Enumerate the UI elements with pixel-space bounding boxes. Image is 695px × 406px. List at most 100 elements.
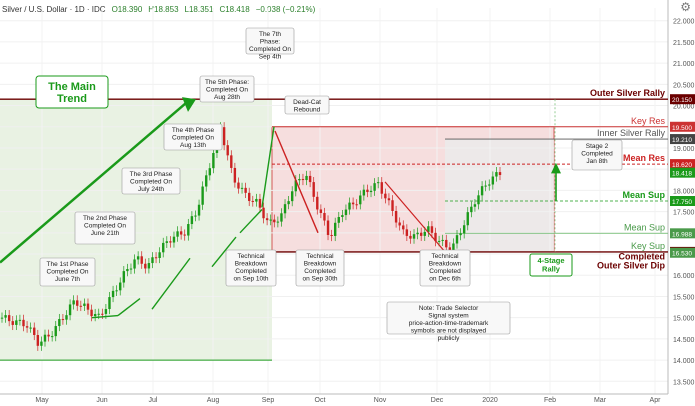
candle-body bbox=[255, 198, 258, 202]
phase4-annotation-line: The 4th Phase bbox=[172, 127, 215, 134]
x-tick-label: 2020 bbox=[482, 397, 498, 404]
candle-body bbox=[172, 236, 176, 243]
candle-body bbox=[97, 313, 100, 315]
phase1-annotation-line: Completed On bbox=[47, 269, 89, 276]
candle-body bbox=[477, 195, 480, 205]
x-tick-label: Jul bbox=[149, 397, 158, 404]
phase-arrow bbox=[211, 236, 237, 268]
candle-body bbox=[86, 303, 90, 310]
phase2-annotation-line: June 21th bbox=[91, 230, 120, 237]
candle-body bbox=[162, 242, 165, 253]
candle-body bbox=[495, 172, 498, 177]
candle-body bbox=[68, 304, 72, 316]
y-tick-label: 14.000 bbox=[673, 358, 695, 365]
candle-body bbox=[111, 290, 115, 298]
candle-body bbox=[341, 215, 344, 218]
phase2-annotation-line: Completed On bbox=[84, 223, 126, 230]
phase5-annotation-line: The 5th Phase: bbox=[205, 79, 249, 86]
mean-sup2-label: Mean Sup bbox=[624, 222, 665, 232]
candle-body bbox=[179, 231, 183, 235]
tb2-annotation-line: on Sep 30th bbox=[302, 276, 337, 283]
candle-body bbox=[316, 196, 319, 210]
main-trend-arrowhead bbox=[182, 97, 196, 112]
gear-icon[interactable]: ⚙ bbox=[680, 0, 691, 14]
stage2-annotation-line: Completed bbox=[581, 151, 613, 158]
candle-body bbox=[47, 334, 50, 337]
stage2-annotation-box bbox=[571, 139, 623, 171]
candle-body bbox=[29, 327, 32, 329]
candle-body bbox=[251, 200, 254, 202]
close-value: C18.418 bbox=[219, 4, 250, 14]
candle-body bbox=[384, 193, 387, 199]
candle-body bbox=[387, 198, 391, 201]
phase7-annotation-line: Phase: bbox=[260, 39, 280, 46]
candle-body bbox=[326, 220, 330, 235]
candle-body bbox=[269, 219, 272, 221]
tb1-annotation-line: on Sep 10th bbox=[233, 276, 268, 283]
candle-body bbox=[176, 231, 179, 237]
candle-body bbox=[158, 252, 161, 259]
candle-body bbox=[280, 213, 283, 222]
candle-body bbox=[445, 239, 448, 248]
candle-body bbox=[287, 201, 290, 205]
candle-body bbox=[61, 319, 65, 321]
tb2-annotation-line: Completed bbox=[304, 268, 336, 275]
candle-body bbox=[369, 190, 373, 193]
candle-body bbox=[187, 224, 190, 236]
candle-body bbox=[498, 172, 502, 175]
candle-body bbox=[76, 300, 79, 306]
candle-body bbox=[470, 206, 473, 213]
candle-body bbox=[258, 198, 262, 208]
candle-body bbox=[319, 209, 323, 213]
candle-body bbox=[115, 290, 118, 292]
price-tag bbox=[670, 134, 695, 145]
price-tag-label: 20.150 bbox=[672, 97, 692, 104]
completed-label: Completed bbox=[618, 252, 665, 262]
phase3-annotation-line: The 3rd Phase bbox=[130, 171, 173, 178]
tb2-annotation-box bbox=[295, 249, 345, 287]
x-tick-label: May bbox=[35, 397, 49, 404]
main-trend-label-line: The Main bbox=[48, 81, 96, 93]
tb1-annotation-line: Breakdown bbox=[235, 261, 268, 268]
price-tag-label: 17.750 bbox=[672, 199, 692, 206]
rally-arrowhead bbox=[551, 162, 561, 174]
candle-body bbox=[230, 155, 233, 168]
tb2-annotation-line: Breakdown bbox=[304, 261, 337, 268]
green-zone bbox=[0, 99, 272, 361]
candle-body bbox=[248, 192, 251, 201]
tb3-annotation-box bbox=[419, 249, 471, 287]
y-tick-label: 20.000 bbox=[673, 104, 695, 111]
note-annotation-line: publicly bbox=[438, 335, 460, 342]
phase1-annotation-line: June 7th bbox=[55, 276, 80, 283]
candle-body bbox=[169, 241, 172, 243]
candle-body bbox=[294, 180, 297, 192]
candle-body bbox=[330, 234, 333, 236]
price-tag-label: 16.530 bbox=[672, 251, 692, 258]
symbol-bar: Silver / U.S. Dollar · 1D · IDC O18.390 … bbox=[2, 0, 315, 18]
candle-body bbox=[412, 234, 416, 239]
main-trend-arrow bbox=[0, 100, 189, 264]
phase4-annotation-line: Completed On bbox=[172, 135, 214, 142]
y-tick-label: 21.500 bbox=[673, 40, 695, 47]
candle-body bbox=[240, 187, 244, 189]
candle-body bbox=[298, 178, 301, 181]
candle-body bbox=[262, 207, 265, 219]
candle-body bbox=[183, 234, 186, 236]
outer-dip-label: Outer Silver Dip bbox=[597, 261, 666, 271]
candle-body bbox=[276, 221, 280, 223]
candle-body bbox=[273, 219, 276, 223]
candle-body bbox=[391, 200, 394, 212]
phase5-annotation-line: Completed On bbox=[206, 87, 248, 94]
key-sup-label: Key Sup bbox=[631, 241, 665, 251]
candle-body bbox=[93, 314, 97, 317]
phase7-annotation-line: Sep 4th bbox=[259, 54, 282, 61]
phase3-annotation-line: July 24th bbox=[138, 186, 164, 193]
price-tag bbox=[670, 247, 695, 258]
four-stage-label-line: 4-Stage bbox=[537, 256, 564, 265]
candle-body bbox=[373, 183, 376, 191]
candle-body bbox=[72, 300, 75, 305]
